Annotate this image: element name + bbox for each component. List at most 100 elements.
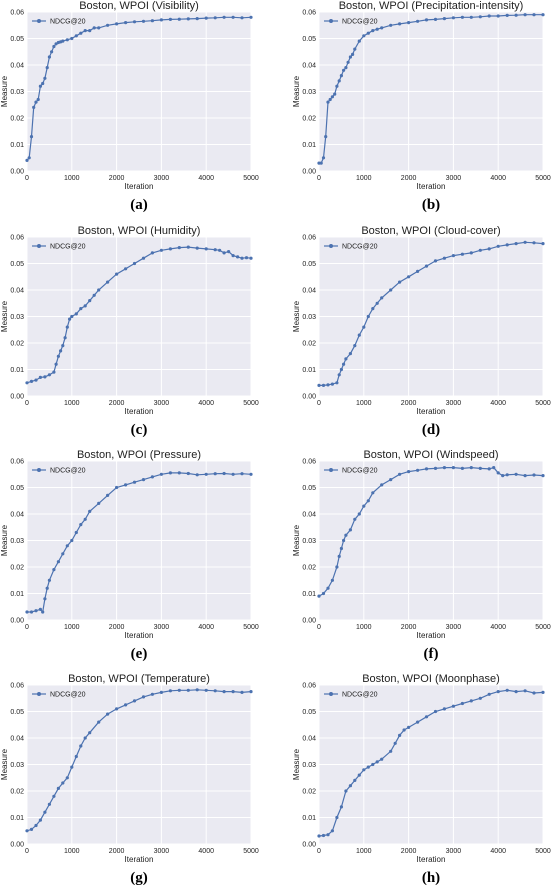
data-point	[339, 367, 343, 372]
data-point	[186, 688, 190, 692]
y-tick-label: 0.04	[302, 288, 316, 295]
data-point	[407, 725, 411, 730]
data-point	[523, 474, 527, 478]
panel-caption: (e)	[131, 646, 148, 662]
data-point	[398, 280, 402, 284]
data-point	[204, 472, 208, 476]
legend-label: NDCG@20	[50, 19, 86, 26]
data-point	[496, 471, 500, 475]
panel-caption: (f)	[424, 646, 439, 662]
data-point	[348, 55, 352, 59]
x-tick-label: 2000	[401, 400, 417, 407]
data-point	[115, 485, 119, 490]
data-point	[70, 538, 74, 543]
x-tick-label: 3000	[154, 400, 170, 407]
y-tick-label: 0.04	[302, 736, 316, 743]
data-point	[186, 471, 190, 476]
chart-title: Boston, WPOI (Windspeed)	[363, 449, 498, 461]
data-point	[25, 610, 29, 614]
data-point	[97, 501, 101, 505]
y-tick-label: 0.01	[10, 367, 24, 374]
data-point	[389, 749, 393, 753]
data-point	[38, 84, 43, 88]
data-point	[375, 301, 379, 305]
chart-panel-b: 0 1000 2000 3000 4000 5000 0.00 0.01 0.02 0.03 0.0…	[292, 0, 551, 213]
y-tick-label: 0.02	[10, 565, 24, 572]
data-point	[514, 13, 518, 17]
legend-marker	[37, 19, 41, 23]
data-point	[460, 15, 464, 19]
data-point	[337, 373, 341, 377]
legend-marker	[37, 468, 41, 472]
data-point	[74, 530, 78, 535]
legend-label: NDCG@20	[342, 19, 378, 26]
x-tick-label: 4000	[490, 624, 506, 631]
data-point	[416, 19, 420, 23]
y-tick-label: 0.02	[302, 341, 316, 348]
x-tick-label: 2000	[401, 848, 417, 855]
data-point	[505, 243, 509, 247]
data-point	[362, 325, 366, 329]
data-point	[41, 81, 45, 86]
y-tick-label: 0.03	[10, 314, 24, 321]
data-point	[132, 480, 137, 484]
data-point	[469, 699, 473, 703]
data-point	[380, 26, 384, 30]
data-point	[337, 79, 341, 83]
x-tick-label: 0	[25, 175, 29, 182]
data-point	[389, 478, 393, 482]
x-tick-label: 1000	[356, 400, 372, 407]
data-point	[150, 692, 154, 696]
data-point	[25, 829, 29, 833]
legend-marker	[329, 468, 333, 472]
data-point	[47, 55, 52, 59]
y-tick-label: 0.05	[10, 36, 24, 43]
data-point	[478, 696, 482, 700]
data-point	[351, 52, 355, 57]
x-tick-label: 5000	[535, 175, 551, 182]
data-point	[70, 36, 74, 41]
panel-caption: (b)	[422, 197, 440, 213]
y-tick-label: 0.06	[10, 235, 24, 242]
data-point	[424, 467, 429, 471]
data-point	[346, 60, 350, 64]
y-tick-label: 0.04	[302, 512, 316, 519]
data-point	[231, 254, 235, 258]
data-point	[222, 690, 226, 694]
data-point	[106, 493, 110, 497]
data-point	[433, 709, 438, 714]
y-tick-label: 0.00	[302, 618, 316, 625]
x-tick-label: 5000	[535, 848, 551, 855]
x-tick-label: 4000	[198, 175, 214, 182]
y-tick-label: 0.01	[302, 367, 316, 374]
data-point	[115, 272, 119, 276]
data-point	[442, 466, 446, 470]
data-point	[326, 586, 330, 590]
data-point	[47, 802, 52, 806]
y-tick-label: 0.02	[302, 116, 316, 123]
data-point	[79, 31, 83, 35]
chart-panel-f: 0 1000 2000 3000 4000 5000 0.00 0.01 0.02 0.03 0.0…	[292, 449, 551, 662]
data-point	[353, 517, 357, 521]
data-point	[88, 731, 92, 735]
data-point	[218, 248, 222, 252]
data-point	[124, 703, 128, 707]
x-tick-label: 5000	[243, 624, 259, 631]
data-point	[469, 251, 473, 255]
data-point	[124, 267, 128, 271]
data-point	[496, 14, 500, 18]
data-point	[150, 19, 154, 23]
data-point	[195, 246, 199, 250]
x-axis-label: Iteration	[417, 855, 446, 864]
x-axis-label: Iteration	[417, 631, 446, 640]
data-point	[132, 20, 137, 24]
data-point	[240, 690, 244, 695]
data-point	[168, 247, 172, 251]
y-tick-label: 0.05	[302, 36, 316, 43]
x-axis-label: Iteration	[417, 182, 446, 191]
data-point	[380, 296, 384, 300]
data-point	[231, 15, 235, 19]
data-point	[335, 84, 339, 88]
data-point	[222, 251, 226, 255]
y-axis-label: Measure	[292, 75, 301, 107]
